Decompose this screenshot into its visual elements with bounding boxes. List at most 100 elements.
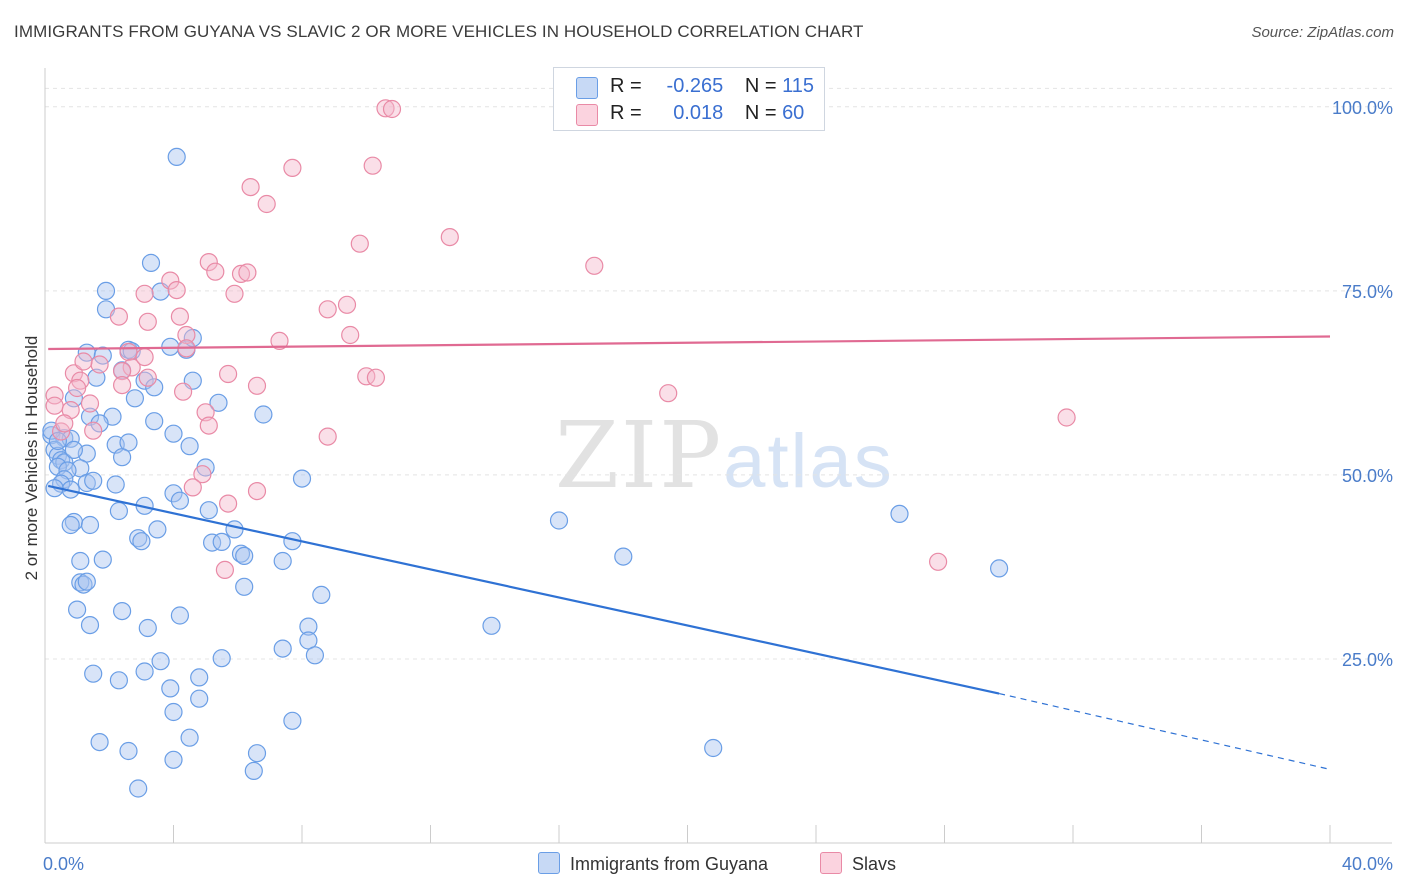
point-guyana [212,532,231,552]
point-slavs [928,552,948,571]
point-slavs [585,256,604,275]
point-slavs [55,414,74,433]
point-slavs [241,178,260,197]
trend-lines [47,335,1331,770]
y-tick-label: 25.0% [1342,650,1393,670]
point-guyana [64,389,84,408]
point-guyana [231,544,251,563]
legend-r-label: R = [610,75,642,97]
point-slavs [64,364,84,383]
point-guyana [247,744,267,763]
point-guyana [167,147,186,166]
point-guyana [283,711,302,730]
point-guyana [93,550,112,569]
point-slavs [170,307,189,326]
point-slavs [257,194,276,214]
point-slavs [206,262,225,281]
bottom-legend-label-slavs: Slavs [852,854,897,874]
point-guyana [109,671,129,690]
legend-n-label: N = [744,75,777,97]
point-guyana [106,475,125,494]
point-guyana [125,389,144,408]
point-slavs [247,376,267,395]
point-guyana [299,617,318,636]
point-guyana [48,431,68,451]
point-slavs [183,478,202,497]
point-slavs [350,234,369,253]
x-tick-label: 0.0% [43,854,84,874]
point-slavs [80,394,100,413]
point-slavs [440,228,459,247]
point-guyana [704,738,723,758]
point-guyana [989,559,1009,578]
point-guyana [145,412,164,431]
point-slavs [109,307,129,326]
point-slavs [67,378,87,398]
point-guyana [84,471,103,490]
point-slavs [177,325,196,345]
y-axis-label: 2 or more Vehicles in Household [22,336,41,581]
source-credit: Source: ZipAtlas.com [1251,24,1394,41]
point-guyana [161,679,180,698]
point-guyana [77,572,96,591]
point-guyana [74,575,93,594]
point-slavs [45,386,64,405]
point-guyana [129,529,148,548]
point-guyana [80,615,100,635]
point-guyana [61,515,80,535]
point-guyana [190,689,209,708]
point-slavs [199,253,218,272]
point-guyana [482,616,501,635]
y-tick-label: 75.0% [1342,282,1393,302]
point-slavs [174,382,193,401]
watermark-zip: ZIP [555,402,724,509]
point-guyana [84,664,103,683]
legend-n-value: 115 [782,75,814,97]
point-guyana [71,573,90,592]
point-guyana [170,606,189,625]
correlation-legend: R = -0.265 N = 115 R = 0.018 N = 60 [553,67,825,131]
bottom-legend-guyana: Immigrants from Guyana [538,852,768,875]
point-guyana [90,732,109,752]
point-slavs [376,99,395,118]
point-slavs [318,427,337,446]
y-tick-label: 50.0% [1342,466,1393,486]
point-guyana [164,702,183,722]
point-guyana [112,448,132,467]
point-guyana [180,728,199,747]
point-guyana [151,652,170,671]
point-slavs [283,158,302,177]
point-guyana [312,585,331,605]
legend-n-label: N = [744,102,777,124]
y-tick-label: 100.0% [1332,98,1393,118]
point-slavs [219,364,238,384]
point-guyana [80,407,100,426]
point-guyana [164,424,183,443]
point-guyana [235,546,254,566]
gridlines [45,87,1392,660]
point-guyana [145,378,164,397]
point-guyana [209,393,228,412]
point-slavs [119,342,138,362]
point-slavs [247,482,267,501]
point-guyana [235,577,254,596]
point-slavs [122,358,141,377]
legend-swatch-guyana [576,77,598,99]
point-slavs [112,362,132,381]
point-guyana [614,547,633,566]
point-guyana [138,618,157,638]
point-guyana [170,491,189,510]
point-slavs [219,494,238,513]
trend-line-guyana-extension [998,692,1331,770]
point-guyana [129,779,148,798]
point-guyana [96,281,116,300]
bottom-legend-swatch-slavs [820,852,842,874]
bottom-legend-slavs: Slavs [820,852,896,875]
axes [44,68,1392,844]
point-slavs [270,331,289,350]
point-guyana [292,469,312,488]
point-slavs [199,416,218,435]
point-guyana [164,750,183,769]
point-guyana [148,520,167,539]
